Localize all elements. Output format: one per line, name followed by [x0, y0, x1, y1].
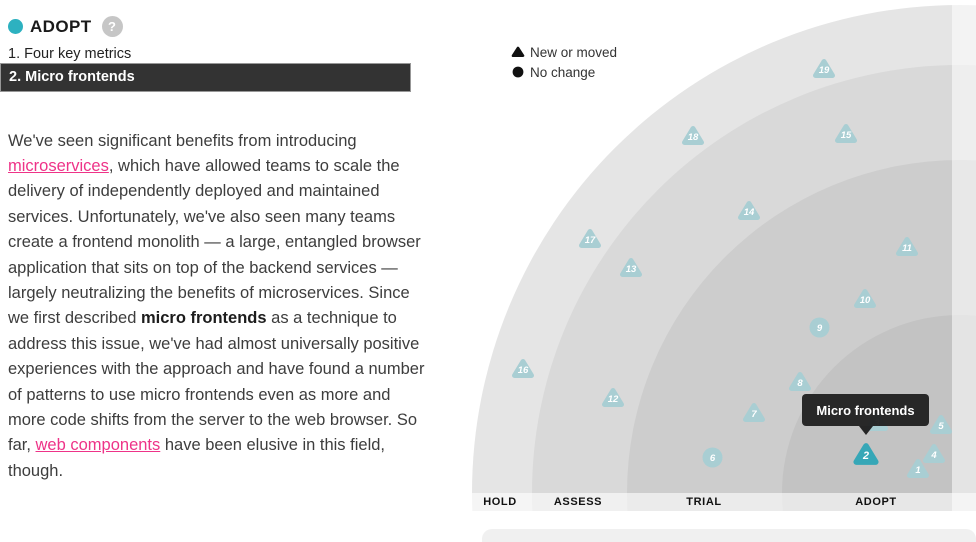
svg-text:1: 1 — [915, 465, 920, 476]
radar-blip-5[interactable]: 5 — [929, 414, 953, 440]
svg-text:18: 18 — [688, 132, 699, 143]
circle-icon — [510, 66, 525, 78]
svg-text:2: 2 — [862, 450, 869, 462]
legend-new-or-moved: New or moved — [510, 42, 617, 62]
radar-blip-14[interactable]: 14 — [737, 200, 761, 226]
blip-list-item-1[interactable]: 1. Four key metrics — [8, 46, 132, 62]
quadrant-dot-icon — [8, 19, 23, 34]
svg-text:4: 4 — [930, 450, 937, 461]
blip-description: We've seen significant benefits from int… — [8, 129, 432, 485]
radar-blip-11[interactable]: 11 — [895, 236, 919, 262]
next-section-block — [482, 529, 976, 542]
ring-label-adopt: ADOPT — [855, 496, 897, 508]
radar-blip-7[interactable]: 7 — [742, 402, 766, 428]
description-text: , which have allowed teams to scale the … — [8, 156, 421, 328]
description-bold: micro frontends — [140, 309, 267, 328]
svg-text:10: 10 — [860, 295, 871, 306]
radar-blip-16[interactable]: 16 — [511, 358, 535, 384]
description-text: have been elusive in this field, though. — [8, 436, 385, 480]
svg-text:13: 13 — [626, 264, 637, 275]
radar-legend: New or moved No change — [510, 42, 617, 82]
legend-label: New or moved — [530, 44, 618, 60]
radar-quadrant: 12345678910111213141516171819 HOLDASSESS… — [470, 0, 976, 511]
radar-blip-12[interactable]: 12 — [601, 387, 625, 413]
radar-blip-18[interactable]: 18 — [681, 125, 705, 151]
legend-no-change: No change — [510, 62, 617, 82]
microservices-link[interactable]: microservices — [8, 156, 109, 175]
ring-label-band: HOLD ASSESS TRIAL ADOPT — [470, 493, 976, 511]
svg-text:16: 16 — [518, 365, 529, 376]
web-components-link[interactable]: web components — [35, 436, 161, 455]
radar-blip-13[interactable]: 13 — [619, 257, 643, 283]
triangle-icon — [510, 46, 525, 58]
svg-text:17: 17 — [585, 235, 596, 246]
radar-blip-4[interactable]: 4 — [922, 443, 946, 469]
radar-blip-15[interactable]: 15 — [834, 123, 858, 149]
svg-text:12: 12 — [608, 394, 619, 405]
radar-blip-9[interactable]: 9 — [809, 317, 830, 343]
radar-blip-8[interactable]: 8 — [788, 371, 812, 397]
description-text: We've seen significant benefits from int… — [8, 131, 357, 150]
blip-tooltip: Micro frontends — [802, 394, 929, 435]
help-icon[interactable]: ? — [101, 16, 123, 37]
quadrant-title: ADOPT — [30, 16, 92, 36]
svg-text:11: 11 — [902, 243, 912, 254]
ring-label-hold: HOLD — [483, 496, 517, 508]
svg-text:19: 19 — [819, 65, 830, 76]
svg-text:14: 14 — [744, 207, 755, 218]
svg-text:9: 9 — [816, 323, 822, 334]
radar-blip-10[interactable]: 10 — [853, 288, 877, 314]
svg-text:15: 15 — [841, 130, 852, 141]
svg-text:8: 8 — [797, 378, 803, 389]
ring-label-assess: ASSESS — [553, 496, 603, 508]
description-text: as a technique to address this issue, we… — [8, 309, 425, 455]
quadrant-header: ADOPT ? — [8, 16, 123, 37]
radar-blip-17[interactable]: 17 — [578, 228, 602, 254]
tooltip-pointer-icon — [859, 426, 873, 435]
radar-blip-6[interactable]: 6 — [702, 447, 723, 473]
radar-blip-19[interactable]: 19 — [812, 58, 836, 84]
svg-text:7: 7 — [751, 409, 757, 420]
radar-blip-1[interactable]: 1 — [906, 458, 930, 484]
blip-list-item-2-active[interactable]: 2. Micro frontends — [0, 63, 411, 92]
radar-right-fade — [952, 0, 976, 511]
ring-label-trial: TRIAL — [686, 496, 722, 508]
tooltip-label: Micro frontends — [816, 402, 915, 418]
legend-label: No change — [530, 64, 596, 80]
svg-text:6: 6 — [709, 453, 715, 464]
svg-text:5: 5 — [938, 421, 944, 432]
radar-blip-2[interactable]: 2 — [852, 442, 880, 471]
